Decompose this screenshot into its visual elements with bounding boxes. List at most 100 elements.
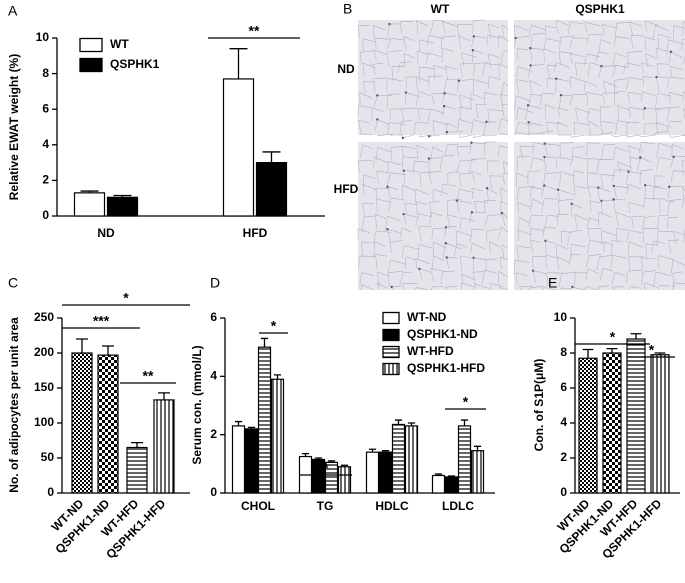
cell-edge — [456, 146, 459, 157]
cell-edge — [430, 268, 434, 282]
cell-edge — [362, 62, 377, 69]
cell-edge — [573, 122, 576, 136]
x-tick-label: ND — [97, 226, 115, 240]
cell-edge — [530, 239, 541, 243]
cell-edge — [557, 107, 561, 119]
cell-edge — [641, 62, 645, 73]
cell-edge — [471, 142, 487, 145]
nucleus — [655, 75, 658, 79]
cell-edge — [483, 134, 486, 137]
cell-edge — [544, 185, 557, 190]
error-bar — [327, 460, 336, 463]
error-bar — [447, 475, 456, 477]
cell-edge — [573, 170, 585, 174]
cell-edge — [373, 25, 375, 39]
cell-edge — [589, 62, 602, 67]
cell-edge — [658, 157, 671, 160]
cell-edge — [574, 185, 590, 189]
cell-edge — [586, 53, 601, 58]
legend-swatch — [382, 311, 400, 325]
error-bar — [314, 457, 323, 460]
cell-edge — [472, 49, 484, 54]
cell-edge — [628, 256, 631, 271]
cell-edge — [401, 245, 405, 259]
cell-edge — [469, 212, 473, 223]
cell-edge — [489, 175, 493, 189]
cell-edge — [614, 23, 618, 38]
cell-edge — [470, 228, 472, 243]
cell-edge — [559, 171, 561, 187]
cell-edge — [357, 25, 360, 39]
cell-edge — [517, 217, 520, 232]
cell-edge — [543, 38, 547, 51]
nucleus — [442, 104, 446, 108]
cell-edge — [545, 25, 557, 29]
nucleus — [471, 49, 475, 52]
cell-edge — [458, 119, 474, 124]
cell-edge — [501, 118, 509, 122]
error-bar — [234, 420, 243, 426]
cell-edge — [589, 217, 600, 222]
cell-edge — [529, 94, 531, 107]
cell-edge — [543, 173, 546, 184]
cell-edge — [614, 90, 626, 93]
nucleus — [472, 35, 476, 38]
cell-edge — [557, 156, 571, 160]
cell-edge — [558, 51, 561, 64]
x-tick-label: LDLC — [442, 499, 474, 513]
cell-edge — [470, 93, 486, 100]
cell-edge — [638, 142, 642, 153]
cell-edge — [515, 122, 519, 135]
cell-edge — [557, 121, 568, 128]
y-tick-label: 0 — [42, 208, 49, 222]
cell-edge — [650, 240, 655, 253]
cell-edge — [473, 79, 489, 85]
cell-edge — [433, 65, 436, 79]
cell-edge — [589, 200, 601, 204]
cell-edge — [589, 200, 592, 212]
cell-edge — [656, 63, 659, 76]
nucleus — [376, 94, 379, 97]
cell-edge — [560, 94, 574, 97]
cell-edge — [532, 198, 543, 205]
cell-edge — [585, 22, 588, 33]
cell-edge — [473, 119, 487, 124]
cell-edge — [419, 268, 431, 273]
y-axis-label: Con. of S1P(μM) — [532, 359, 546, 452]
cell-edge — [622, 62, 627, 74]
cell-edge — [503, 160, 509, 165]
cell-edge — [545, 254, 547, 268]
cell-edge — [672, 25, 675, 40]
cell-edge — [640, 91, 643, 102]
cell-edge — [670, 51, 683, 58]
cell-edge — [645, 53, 649, 69]
cell-edge — [374, 119, 378, 132]
cell-edge — [517, 48, 529, 50]
legend-label: WT — [110, 37, 129, 51]
cell-edge — [530, 48, 533, 63]
cell-edge — [588, 120, 592, 135]
cell-edge — [471, 171, 475, 183]
cell-edge — [545, 240, 547, 255]
column-label: WT — [431, 2, 450, 16]
nucleus — [386, 185, 389, 188]
cell-edge — [533, 270, 547, 275]
cell-edge — [498, 63, 500, 77]
cell-edge — [501, 103, 509, 105]
cell-edge — [456, 230, 473, 237]
cell-edge — [471, 50, 474, 63]
cell-edge — [498, 226, 502, 240]
cell-edge — [615, 36, 630, 39]
significance-label: *** — [93, 313, 110, 329]
cell-edge — [527, 105, 542, 109]
cell-edge — [501, 212, 506, 227]
cell-edge — [513, 38, 516, 49]
cell-edge — [585, 255, 589, 268]
panel-label: D — [210, 275, 220, 291]
cell-edge — [627, 91, 642, 95]
cell-edge — [377, 147, 391, 153]
cell-edge — [387, 24, 390, 37]
cell-edge — [682, 22, 684, 36]
cell-edge — [670, 170, 674, 183]
